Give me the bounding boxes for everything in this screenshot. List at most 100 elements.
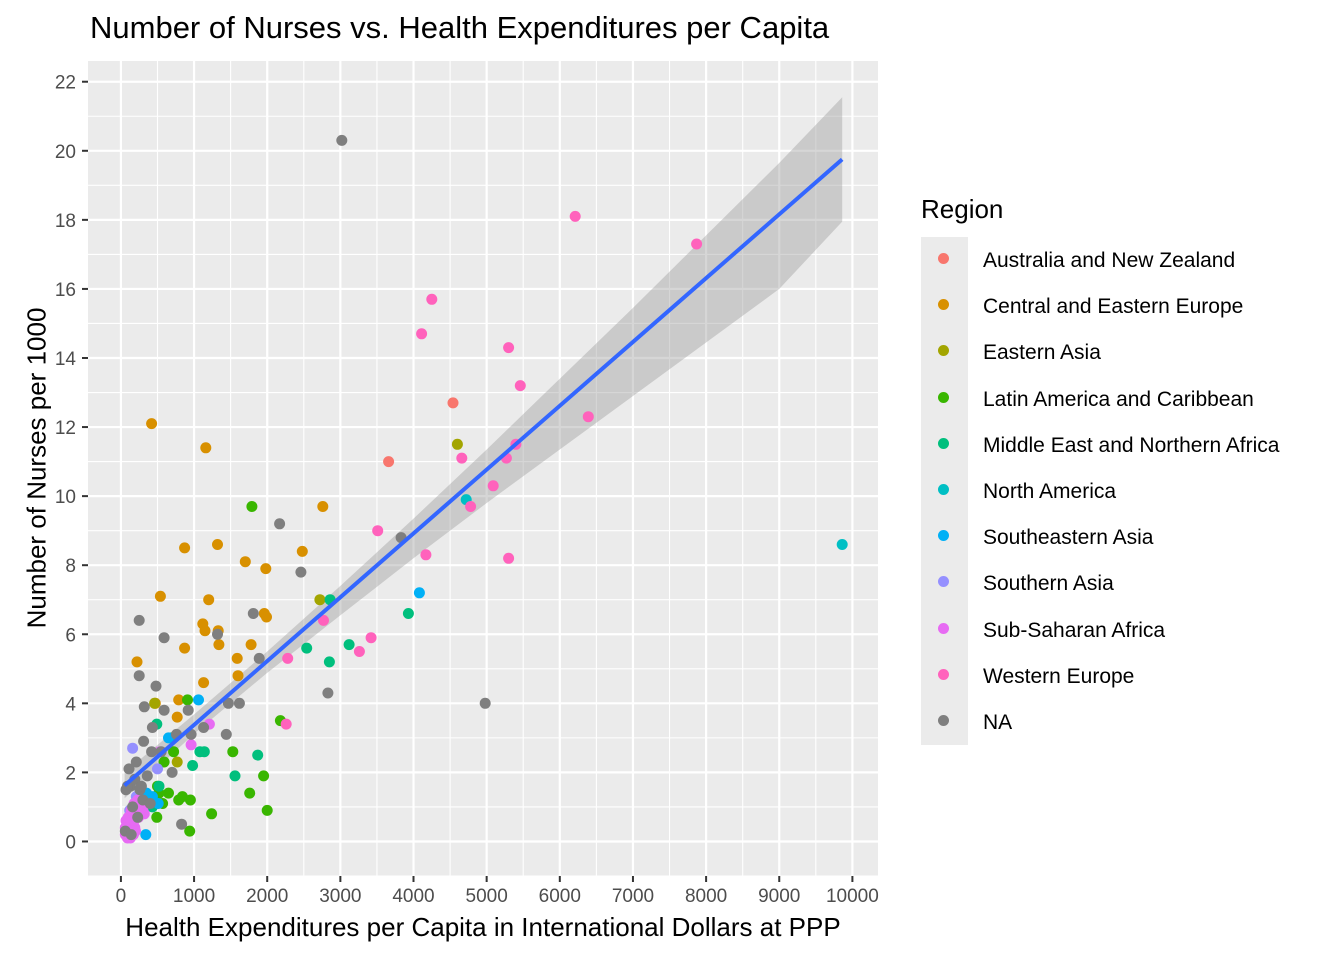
point-australia-and-new-zealand [447,397,459,409]
point-central-and-eastern-europe [317,501,329,512]
point-central-and-eastern-europe [260,563,272,575]
point-latin-america-and-caribbean [151,811,163,823]
x-axis-label: Health Expenditures per Capita in Intern… [125,912,841,942]
legend-swatch [938,391,949,403]
point-southern-asia [127,742,139,754]
legend-item-na: NA [921,699,1012,745]
point-western-europe [487,480,499,492]
point-na [182,704,194,716]
point-western-europe [569,210,581,222]
point-central-and-eastern-europe [146,418,158,430]
point-latin-america-and-caribbean [227,746,239,758]
point-central-and-eastern-europe [173,694,185,706]
point-eastern-asia [149,697,161,709]
point-middle-east-and-northern-africa [343,639,355,651]
point-na [336,134,348,146]
x-tick-label: 8000 [685,886,727,907]
point-na [146,746,158,758]
legend-label: Sub-Saharan Africa [983,618,1166,642]
x-tick-label: 4000 [392,886,434,907]
point-central-and-eastern-europe [213,639,225,651]
legend-item-southern-asia: Southern Asia [921,560,1114,606]
point-central-and-eastern-europe [179,542,191,554]
legend-swatch [938,714,949,726]
point-na [138,701,150,713]
point-middle-east-and-northern-africa [153,780,165,792]
point-na [247,608,259,619]
legend-label: Central and Eastern Europe [983,295,1244,319]
legend-title: Region [921,194,1004,224]
point-central-and-eastern-europe [231,652,243,664]
point-middle-east-and-northern-africa [301,642,313,654]
point-middle-east-and-northern-africa [323,656,335,668]
legend-label: Southern Asia [983,572,1114,596]
y-tick-label: 18 [55,211,76,232]
point-na [198,722,210,733]
chart-title: Number of Nurses vs. Health Expenditures… [90,10,830,45]
y-tick-label: 22 [55,73,76,94]
point-na [144,798,156,809]
point-western-europe [582,411,594,423]
legend-swatch [938,299,949,311]
point-central-and-eastern-europe [203,594,215,606]
point-central-and-eastern-europe [212,539,223,550]
point-western-europe [514,380,526,392]
point-southeastern-asia [140,829,152,841]
point-western-europe [318,614,329,626]
point-western-europe [426,293,438,305]
point-na [322,687,334,699]
y-axis-label: Number of Nurses per 1000 [21,307,52,629]
legend-keys: Australia and New Zealand Central and Eas… [921,237,1279,746]
point-latin-america-and-caribbean [182,694,193,706]
y-tick-label: 10 [55,487,76,508]
point-latin-america-and-caribbean [246,501,258,512]
legend-item-western-europe: Western Europe [921,653,1134,699]
point-western-europe [365,632,377,644]
legend-label: North America [983,479,1117,503]
y-tick-label: 6 [65,625,76,646]
point-na [133,670,145,682]
point-na [150,680,162,692]
point-na [158,632,170,644]
legend-item-middle-east-and-northern-africa: Middle East and Northern Africa [921,422,1279,468]
legend-label: Western Europe [983,664,1135,688]
point-na [222,697,234,709]
y-tick-label: 12 [55,418,76,439]
point-na [253,652,265,664]
point-na [135,780,147,792]
point-central-and-eastern-europe [239,556,251,568]
legend-swatch [938,253,949,264]
legend-item-southeastern-asia: Southeastern Asia [921,514,1153,560]
plot-panel [88,61,878,876]
legend-swatch [938,437,949,449]
point-central-and-eastern-europe [199,625,211,637]
legend-item-latin-america-and-caribbean: Latin America and Caribbean [921,376,1254,422]
point-latin-america-and-caribbean [261,804,273,816]
point-australia-and-new-zealand [383,456,395,468]
legend-label: NA [983,710,1013,734]
point-latin-america-and-caribbean [163,787,174,799]
y-tick-label: 16 [55,280,76,301]
legend-item-eastern-asia: Eastern Asia [921,329,1101,375]
point-na [166,766,178,778]
point-north-america [836,539,848,550]
grid-minor [88,61,878,877]
x-tick-label: 10000 [826,886,879,907]
point-middle-east-and-northern-africa [252,749,264,761]
y-tick-label: 20 [55,142,76,163]
point-central-and-eastern-europe [179,642,191,654]
point-middle-east-and-northern-africa [402,608,414,619]
legend-item-australia-and-new-zealand: Australia and New Zealand [921,237,1235,283]
point-na [138,735,150,747]
data-points [119,134,848,844]
point-western-europe [503,342,515,354]
y-axis-ticks: 0 2 4 6 8 10 12 14 16 18 20 22 [55,73,88,853]
point-latin-america-and-caribbean [258,770,270,782]
point-na [123,763,135,775]
point-latin-america-and-caribbean [158,756,170,768]
point-na [158,704,170,716]
point-middle-east-and-northern-africa [229,770,241,782]
point-western-europe [416,328,428,340]
point-eastern-asia [314,594,326,606]
